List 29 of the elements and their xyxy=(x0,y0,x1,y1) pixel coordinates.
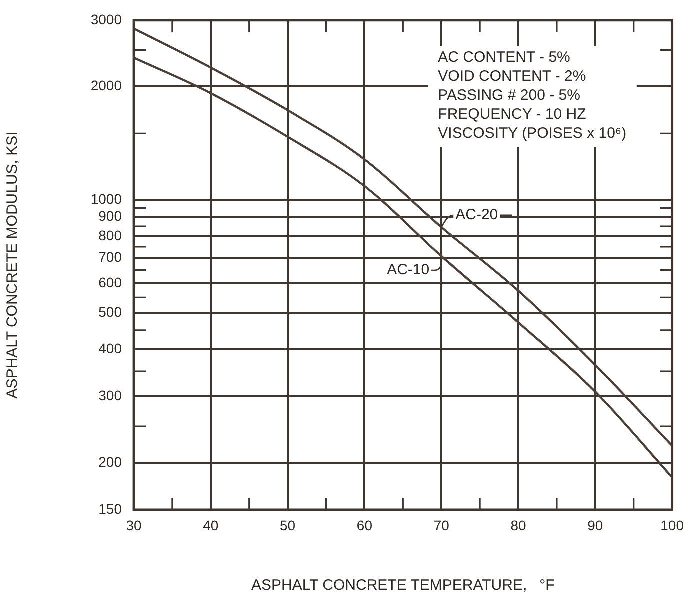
x-tick-label: 50 xyxy=(280,517,296,534)
y-tick-label: 800 xyxy=(98,227,122,244)
y-tick-label: 400 xyxy=(98,340,122,357)
legend-label: AC-10 xyxy=(387,262,430,279)
y-tick-label: 200 xyxy=(98,454,122,470)
x-axis-title: ASPHALT CONCRETE TEMPERATURE, °F xyxy=(252,577,555,594)
annotation: VOID CONTENT - 2% xyxy=(438,68,586,86)
x-tick-label: 40 xyxy=(203,517,219,534)
annotation: AC CONTENT - 5% xyxy=(438,49,570,66)
x-tick-label: 60 xyxy=(356,517,373,534)
y-tick-label: 500 xyxy=(98,304,122,320)
y-axis-title: ASPHALT CONCRETE MODULUS, KSI xyxy=(4,132,22,399)
annotation: PASSING # 200 - 5% xyxy=(438,87,580,104)
y-tick-label: 300 xyxy=(98,388,122,404)
y-tick-label: 600 xyxy=(98,274,122,290)
x-tick-label: 100 xyxy=(660,517,684,534)
y-tick-label: 2000 xyxy=(90,78,122,94)
y-tick-label: 1000 xyxy=(90,190,122,207)
y-tick-label: 900 xyxy=(98,208,122,224)
x-tick-label: 30 xyxy=(126,517,142,534)
x-tick-label: 70 xyxy=(434,517,450,534)
legend-label: AC-20 xyxy=(456,206,498,224)
y-tick-label: 3000 xyxy=(90,11,122,28)
y-tick-label: 150 xyxy=(98,500,122,517)
x-tick-label: 90 xyxy=(588,517,604,534)
y-tick-label: 700 xyxy=(98,249,122,266)
x-tick-label: 80 xyxy=(510,517,527,534)
annotation: VISCOSITY (POISES x 10⁶) xyxy=(438,125,627,142)
annotation: FREQUENCY - 10 HZ xyxy=(438,106,586,124)
